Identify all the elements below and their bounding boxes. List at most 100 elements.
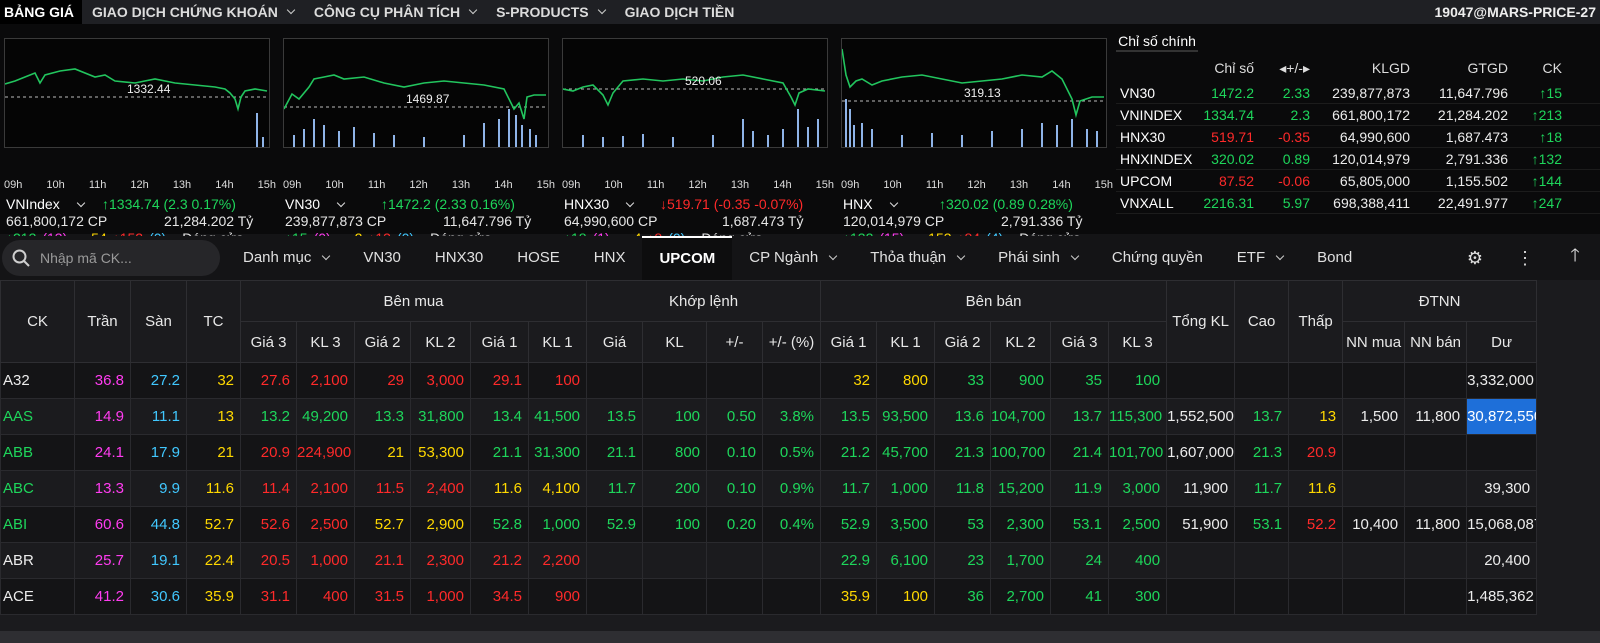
cell-19[interactable]: 10,400 [1342, 506, 1406, 543]
cell-20[interactable] [1404, 470, 1468, 507]
cell-3[interactable]: 2,400 [410, 470, 471, 507]
nav-brand-bang-gia[interactable]: BẢNG GIÁ [0, 0, 82, 24]
cell-12[interactable]: 23 [934, 542, 992, 579]
tab-hose[interactable]: HOSE [500, 236, 577, 280]
cell-9[interactable] [762, 362, 822, 399]
cell-7[interactable] [642, 542, 708, 579]
tab-main-indices[interactable]: Chỉ số chính [1116, 30, 1198, 52]
cell-11[interactable]: 45,700 [876, 434, 936, 471]
cell-7[interactable] [642, 578, 708, 615]
table-row[interactable]: ACE 41.2 30.6 35.9 31.1 400 31.5 1,000 34.5 90… [0, 578, 1538, 615]
cell-19[interactable] [1342, 362, 1406, 399]
cell-0[interactable]: 31.1 [240, 578, 297, 615]
tab-hnx30[interactable]: HNX30 [418, 236, 500, 280]
cell-6[interactable]: 11.7 [586, 470, 644, 507]
summary-row[interactable]: HNX30 519.71 -0.35 64,990,600 1,687.473 … [1116, 126, 1600, 148]
subcol-dtnn-18[interactable]: Dư [1466, 321, 1538, 363]
stock-code[interactable]: ABB [0, 434, 75, 471]
subcol-6[interactable]: Giá [586, 321, 644, 363]
tab-etf[interactable]: ETF [1220, 236, 1300, 280]
search-input[interactable] [40, 250, 200, 266]
index-chart[interactable]: 520.06 [562, 38, 828, 148]
cell-3[interactable]: 53,300 [410, 434, 471, 471]
cell-19[interactable] [1342, 542, 1406, 579]
cell-19[interactable] [1342, 578, 1406, 615]
account-label[interactable]: 19047@MARS-PRICE-27 [1434, 4, 1597, 20]
cell-12[interactable]: 21.3 [934, 434, 992, 471]
col-tran[interactable]: Trần [74, 280, 131, 363]
cell-3[interactable]: 3,000 [410, 362, 471, 399]
cell-4[interactable]: 29.1 [470, 362, 529, 399]
cell-5[interactable]: 41,500 [527, 398, 588, 435]
cell-13[interactable]: 15,200 [990, 470, 1052, 507]
cell-6[interactable]: 52.9 [586, 506, 644, 543]
summary-row[interactable]: VN30 1472.2 2.33 239,877,873 11,647.796 … [1116, 82, 1600, 104]
nav-item-0[interactable]: GIAO DỊCH CHỨNG KHOÁN [82, 4, 304, 20]
cell-15[interactable]: 300 [1108, 578, 1168, 615]
cell-21[interactable]: 3,332,000 [1466, 362, 1538, 399]
gear-icon[interactable]: ⚙ [1466, 247, 1484, 268]
cell-5[interactable]: 31,300 [527, 434, 588, 471]
cell-1[interactable]: 49,200 [296, 398, 355, 435]
cell-20[interactable] [1404, 542, 1468, 579]
cell-4[interactable]: 21.1 [470, 434, 529, 471]
cell-5[interactable]: 2,200 [527, 542, 588, 579]
index-selector[interactable]: HNX [843, 196, 931, 213]
cell-11[interactable]: 1,000 [876, 470, 936, 507]
summary-row[interactable]: VNXALL 2216.31 5.97 698,388,411 22,491.9… [1116, 192, 1600, 214]
cell-3[interactable]: 1,000 [410, 578, 471, 615]
cell-15[interactable]: 100 [1108, 362, 1168, 399]
cell-5[interactable]: 1,000 [527, 506, 588, 543]
stock-code[interactable]: A32 [0, 362, 75, 399]
cell-5[interactable]: 900 [527, 578, 588, 615]
table-row[interactable]: AAS 14.9 11.1 13 13.2 49,200 13.3 31,800 13.4… [0, 398, 1538, 435]
cell-21[interactable]: 30,872,550 [1466, 398, 1538, 435]
cell-2[interactable]: 21 [354, 434, 411, 471]
cell-2[interactable]: 52.7 [354, 506, 411, 543]
search-box[interactable] [2, 240, 220, 276]
subcol-5[interactable]: KL 1 [527, 321, 588, 363]
stock-code[interactable]: ABI [0, 506, 75, 543]
cell-3[interactable]: 2,900 [410, 506, 471, 543]
cell-14[interactable]: 21.4 [1050, 434, 1110, 471]
index-panel-hnx30[interactable]: 520.06 09h 10h 11h 12h 13h 14h 15h HNX30 ↓519.… [558, 38, 834, 246]
arrow-up-icon[interactable]: 🡑 [1570, 245, 1580, 265]
cell-11[interactable]: 6,100 [876, 542, 936, 579]
tab-hnx[interactable]: HNX [577, 236, 643, 280]
cell-12[interactable]: 13.6 [934, 398, 992, 435]
tab-upcom[interactable]: UPCOM [642, 236, 733, 280]
cell-14[interactable]: 41 [1050, 578, 1110, 615]
cell-1[interactable]: 224,900 [296, 434, 355, 471]
cell-0[interactable]: 27.6 [240, 362, 297, 399]
subcol-4[interactable]: Giá 1 [470, 321, 529, 363]
cell-1[interactable]: 2,100 [296, 470, 355, 507]
tab-bond[interactable]: Bond [1300, 236, 1369, 280]
cell-21[interactable] [1466, 434, 1538, 471]
cell-21[interactable]: 1,485,362 [1466, 578, 1538, 615]
cell-13[interactable]: 104,700 [990, 398, 1052, 435]
cell-15[interactable]: 3,000 [1108, 470, 1168, 507]
col-thap[interactable]: Thấp [1288, 280, 1344, 363]
cell-8[interactable]: 0.50 [706, 398, 764, 435]
cell-9[interactable]: 0.5% [762, 434, 822, 471]
cell-16[interactable] [1166, 542, 1236, 579]
col-cao[interactable]: Cao [1234, 280, 1290, 363]
cell-12[interactable]: 53 [934, 506, 992, 543]
cell-10[interactable]: 22.9 [820, 542, 878, 579]
summary-row[interactable]: UPCOM 87.52 -0.06 65,805,000 1,155.502 ↑… [1116, 170, 1600, 192]
cell-11[interactable]: 100 [876, 578, 936, 615]
cell-16[interactable] [1166, 578, 1236, 615]
tab-thỏa-thuận[interactable]: Thỏa thuận [853, 236, 981, 280]
cell-8[interactable]: 0.10 [706, 434, 764, 471]
cell-14[interactable]: 13.7 [1050, 398, 1110, 435]
cell-10[interactable]: 32 [820, 362, 878, 399]
summary-row[interactable]: HNXINDEX 320.02 0.89 120,014,979 2,791.3… [1116, 148, 1600, 170]
cell-17[interactable]: 13.7 [1234, 398, 1290, 435]
cell-2[interactable]: 21.1 [354, 542, 411, 579]
cell-10[interactable]: 13.5 [820, 398, 878, 435]
cell-4[interactable]: 13.4 [470, 398, 529, 435]
cell-10[interactable]: 11.7 [820, 470, 878, 507]
cell-13[interactable]: 2,700 [990, 578, 1052, 615]
cell-1[interactable]: 2,100 [296, 362, 355, 399]
subcol-2[interactable]: Giá 2 [354, 321, 411, 363]
